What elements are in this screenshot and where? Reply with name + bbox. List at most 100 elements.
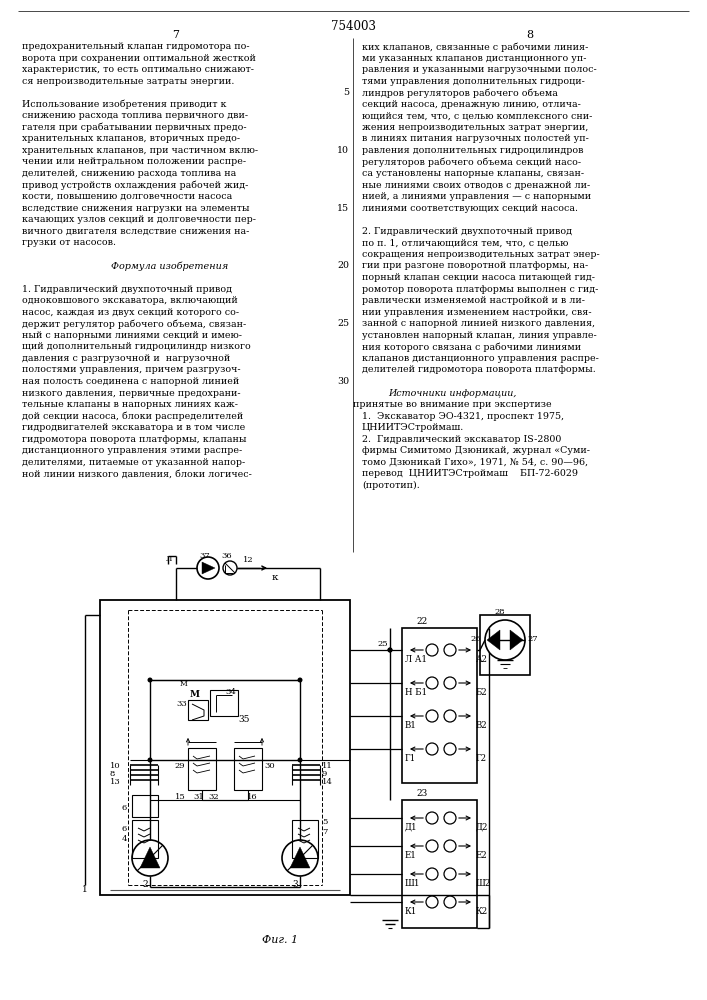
- Text: щий дополнительный гидроцилиндр низкого: щий дополнительный гидроцилиндр низкого: [22, 342, 251, 351]
- Text: Фиг. 1: Фиг. 1: [262, 935, 298, 945]
- Text: занной с напорной линией низкого давления,: занной с напорной линией низкого давлени…: [362, 319, 595, 328]
- Text: насос, каждая из двух секций которого со-: насос, каждая из двух секций которого со…: [22, 308, 239, 317]
- Circle shape: [485, 620, 525, 660]
- Text: Д2: Д2: [476, 823, 489, 832]
- Circle shape: [444, 868, 456, 880]
- Text: 4: 4: [122, 835, 127, 843]
- Text: Г2: Г2: [476, 754, 487, 763]
- Text: са установлены напорные клапаны, связан-: са установлены напорные клапаны, связан-: [362, 169, 584, 178]
- Text: (прототип).: (прототип).: [362, 481, 420, 490]
- Text: принятые во внимание при экспертизе: принятые во внимание при экспертизе: [353, 400, 551, 409]
- Text: 8: 8: [110, 770, 115, 778]
- Polygon shape: [202, 562, 215, 574]
- Circle shape: [387, 648, 392, 652]
- Bar: [188, 748, 216, 790]
- Bar: [402, 628, 477, 783]
- Circle shape: [298, 758, 303, 762]
- Text: гидромотора поворота платформы, клапаны: гидромотора поворота платформы, клапаны: [22, 435, 247, 444]
- Text: делителями, питаемые от указанной напор-: делителями, питаемые от указанной напор-: [22, 458, 245, 467]
- Circle shape: [444, 743, 456, 755]
- Circle shape: [282, 840, 318, 876]
- Text: клапанов дистанционного управления распре-: клапанов дистанционного управления распр…: [362, 354, 599, 363]
- Text: к: к: [272, 573, 279, 582]
- Text: тельные клапаны в напорных линиях каж-: тельные клапаны в напорных линиях каж-: [22, 400, 238, 409]
- Text: характеристик, то есть оптимально снижают-: характеристик, то есть оптимально снижаю…: [22, 65, 254, 74]
- Text: вследствие снижения нагрузки на элементы: вследствие снижения нагрузки на элементы: [22, 204, 250, 213]
- Circle shape: [148, 758, 153, 762]
- Text: В1: В1: [405, 721, 417, 730]
- Text: 13: 13: [110, 778, 121, 786]
- Text: ромотор поворота платформы выполнен с гид-: ромотор поворота платформы выполнен с ги…: [362, 285, 598, 294]
- Text: ЦНИИТЭСтроймаш.: ЦНИИТЭСтроймаш.: [362, 423, 464, 432]
- Text: 3: 3: [292, 880, 298, 889]
- Text: 2. Гидравлический двухпоточный привод: 2. Гидравлический двухпоточный привод: [362, 227, 572, 236]
- Text: Д1: Д1: [405, 823, 418, 832]
- Text: 30: 30: [337, 377, 349, 386]
- Text: гии при разгоне поворотной платформы, на-: гии при разгоне поворотной платформы, на…: [362, 261, 588, 270]
- Text: В2: В2: [476, 721, 488, 730]
- Text: 22: 22: [416, 617, 428, 626]
- Circle shape: [426, 812, 438, 824]
- Text: фирмы Симитомо Дзюникай, журнал «Суми-: фирмы Симитомо Дзюникай, журнал «Суми-: [362, 446, 590, 455]
- Text: ная полость соединена с напорной линией: ная полость соединена с напорной линией: [22, 377, 239, 386]
- Text: равления дополнительных гидроцилиндров: равления дополнительных гидроцилиндров: [362, 146, 583, 155]
- Text: ный с напорными линиями секций и имею-: ный с напорными линиями секций и имею-: [22, 331, 242, 340]
- Text: нией, а линиями управления — с напорными: нией, а линиями управления — с напорными: [362, 192, 591, 201]
- Text: предохранительный клапан гидромотора по-: предохранительный клапан гидромотора по-: [22, 42, 250, 51]
- Text: Г1: Г1: [405, 754, 416, 763]
- Circle shape: [444, 896, 456, 908]
- Polygon shape: [290, 847, 310, 868]
- Text: К1: К1: [405, 907, 417, 916]
- Text: тями управления дополнительных гидроци-: тями управления дополнительных гидроци-: [362, 77, 585, 86]
- Circle shape: [426, 840, 438, 852]
- Text: чении или нейтральном положении распре-: чении или нейтральном положении распре-: [22, 157, 246, 166]
- Text: 7: 7: [173, 30, 180, 40]
- Text: 9: 9: [322, 770, 327, 778]
- Text: M: M: [190, 690, 200, 699]
- Text: 10: 10: [337, 146, 349, 155]
- Text: 35: 35: [238, 715, 250, 724]
- Text: в линиях питания нагрузочных полостей уп-: в линиях питания нагрузочных полостей уп…: [362, 134, 589, 143]
- Text: порный клапан секции насоса питающей гид-: порный клапан секции насоса питающей гид…: [362, 273, 595, 282]
- Text: 15: 15: [175, 793, 186, 801]
- Text: Е1: Е1: [405, 851, 417, 860]
- Text: 29: 29: [174, 762, 185, 770]
- Text: 27: 27: [527, 635, 537, 643]
- Circle shape: [426, 710, 438, 722]
- Bar: [402, 800, 477, 928]
- Text: гидродвигателей экскаватора и в том числе: гидродвигателей экскаватора и в том числ…: [22, 423, 245, 432]
- Text: равления и указанными нагрузочными полос-: равления и указанными нагрузочными полос…: [362, 65, 597, 74]
- Text: нии управления изменением настройки, свя-: нии управления изменением настройки, свя…: [362, 308, 592, 317]
- Text: дой секции насоса, блоки распределителей: дой секции насоса, блоки распределителей: [22, 412, 243, 421]
- Text: низкого давления, первичные предохрани-: низкого давления, первичные предохрани-: [22, 388, 240, 397]
- Text: равлически изменяемой настройкой и в ли-: равлически изменяемой настройкой и в ли-: [362, 296, 585, 305]
- Text: 10: 10: [110, 762, 121, 770]
- Text: жения непроизводительных затрат энергии,: жения непроизводительных затрат энергии,: [362, 123, 588, 132]
- Text: Ш2: Ш2: [476, 879, 491, 888]
- Text: 1.  Экскаватор ЭО-4321, проспект 1975,: 1. Экскаватор ЭО-4321, проспект 1975,: [362, 412, 564, 421]
- Text: 1. Гидравлический двухпоточный привод: 1. Гидравлический двухпоточный привод: [22, 285, 232, 294]
- Text: держит регулятор рабочего объема, связан-: держит регулятор рабочего объема, связан…: [22, 319, 246, 329]
- Circle shape: [426, 896, 438, 908]
- Polygon shape: [487, 630, 500, 650]
- Circle shape: [197, 557, 219, 579]
- Text: 1: 1: [82, 885, 88, 894]
- Text: 25: 25: [337, 319, 349, 328]
- Text: хранительных клапанов, вторичных предо-: хранительных клапанов, вторичных предо-: [22, 134, 240, 143]
- Circle shape: [444, 710, 456, 722]
- Text: ные линиями своих отводов с дренажной ли-: ные линиями своих отводов с дренажной ли…: [362, 181, 590, 190]
- Text: снижению расхода топлива первичного дви-: снижению расхода топлива первичного дви-: [22, 111, 248, 120]
- Text: 28: 28: [495, 608, 506, 616]
- Text: 14: 14: [322, 778, 333, 786]
- Text: 30: 30: [264, 762, 274, 770]
- Circle shape: [444, 812, 456, 824]
- Text: 15: 15: [337, 204, 349, 213]
- Text: 6: 6: [122, 804, 127, 812]
- Text: 5: 5: [322, 818, 327, 826]
- Text: Н Б1: Н Б1: [405, 688, 427, 697]
- Circle shape: [298, 678, 303, 682]
- Text: 20: 20: [337, 261, 349, 270]
- Text: 2: 2: [142, 880, 148, 889]
- Text: Л: Л: [166, 555, 173, 563]
- Text: К2: К2: [476, 907, 489, 916]
